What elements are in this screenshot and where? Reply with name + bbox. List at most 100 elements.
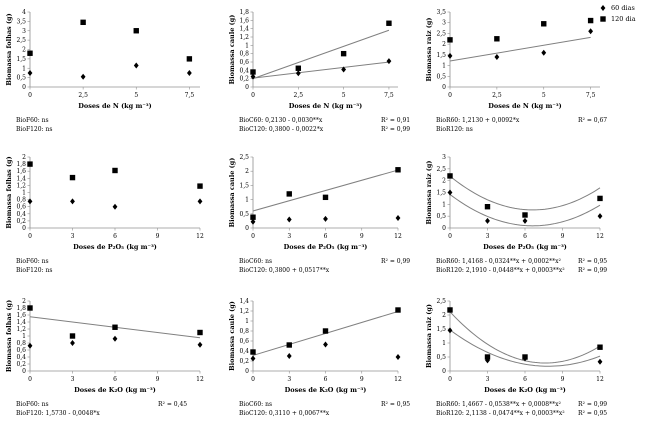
y-tick-label: 0,8 bbox=[16, 340, 26, 347]
y-tick-label: 3 bbox=[442, 154, 446, 161]
y-tick-label: 0,8 bbox=[239, 51, 249, 58]
y-tick-label: 2 bbox=[442, 41, 446, 48]
point-60-dias bbox=[112, 335, 118, 342]
point-60-dias bbox=[395, 215, 401, 222]
point-60-dias bbox=[286, 216, 292, 223]
y-tick-label: 3,5 bbox=[436, 9, 446, 16]
point-120-dia bbox=[286, 191, 292, 197]
y-tick-label: 1 bbox=[442, 201, 446, 208]
x-tick-label: 7,5 bbox=[185, 92, 195, 99]
y-tick-label: 0,4 bbox=[239, 348, 249, 355]
y-tick-label: 1,2 bbox=[16, 326, 26, 333]
x-tick-label: 0 bbox=[448, 92, 452, 99]
chart-panel-2: 00,20,40,60,811,21,41,61,80 2,5 5 7,5Doses … bbox=[228, 9, 410, 133]
x-tick-label: 3 bbox=[486, 233, 490, 240]
point-60-dias bbox=[186, 69, 192, 76]
point-120-dia bbox=[386, 20, 392, 26]
equation-1: BioC60: ns bbox=[239, 258, 272, 265]
r-squared-1: R² = 0,99 bbox=[578, 401, 607, 408]
y-tick-label: 1,8 bbox=[16, 305, 26, 312]
equation-1: BioF60: ns bbox=[16, 401, 49, 408]
y-tick-label: 0,6 bbox=[16, 204, 26, 211]
point-60-dias bbox=[485, 217, 490, 224]
point-120-dia bbox=[395, 167, 401, 173]
y-tick-label: 1 bbox=[22, 333, 26, 340]
y-tick-label: 1,6 bbox=[16, 312, 26, 319]
y-tick-label: 0 bbox=[22, 84, 26, 91]
r-squared-1: R² = 0,95 bbox=[381, 401, 410, 408]
equation-1: BioF60: ns bbox=[16, 117, 49, 124]
r-squared-2: R² = 0,95 bbox=[578, 410, 607, 417]
y-tick-label: 0,2 bbox=[16, 218, 26, 225]
point-120-dia bbox=[484, 354, 491, 360]
x-tick-label: 9 bbox=[561, 376, 565, 383]
x-tick-label: 12 bbox=[394, 376, 402, 383]
r-squared-1: R² = 0,45 bbox=[158, 401, 187, 408]
x-tick-label: 6 bbox=[113, 233, 117, 240]
point-60-dias bbox=[386, 58, 392, 65]
point-120-dia bbox=[27, 161, 33, 167]
y-tick-label: 1 bbox=[245, 197, 249, 204]
y-tick-label: 1,5 bbox=[436, 52, 446, 59]
point-120-dia bbox=[133, 28, 139, 34]
chart-panel-3: 0 0,5 1 1,5 2 2,5 3 3,5 0 2,5 5 7,5 Doses de N (kg m… bbox=[425, 9, 607, 133]
fit-line-2 bbox=[449, 175, 601, 211]
equation-2: BioR120: ns bbox=[436, 126, 473, 133]
y-axis-label: Biomassa raiz (g) bbox=[425, 161, 433, 225]
point-120-dia bbox=[286, 342, 292, 348]
x-tick-label: 2,5 bbox=[78, 92, 88, 99]
y-tick-label: 0,5 bbox=[436, 213, 446, 220]
point-120-dia bbox=[322, 194, 329, 201]
point-120-dia bbox=[522, 212, 528, 218]
point-120-dia bbox=[522, 354, 528, 360]
equation-1: BioF60: ns bbox=[16, 258, 49, 265]
x-tick-label: 6 bbox=[324, 233, 328, 240]
point-60-dias bbox=[112, 203, 118, 210]
equation-1: BioR60: 1,2130 + 0,0092*x bbox=[436, 117, 520, 124]
equation-1: BioR60: 1,4168 - 0,0324**x + 0,0002**x² bbox=[436, 258, 561, 265]
x-tick-label: 9 bbox=[360, 233, 364, 240]
y-tick-label: 0,6 bbox=[239, 59, 249, 66]
point-60-dias bbox=[27, 198, 33, 205]
y-tick-label: 3 bbox=[22, 28, 26, 35]
x-tick-label: 0 bbox=[28, 92, 32, 99]
y-tick-label: 0 bbox=[442, 368, 446, 375]
point-120-dia bbox=[250, 69, 256, 75]
y-tick-label: 0,4 bbox=[16, 354, 26, 361]
point-60-dias bbox=[323, 215, 328, 222]
y-tick-label: 1 bbox=[442, 340, 446, 347]
legend-marker-1 bbox=[600, 5, 606, 11]
x-tick-label: 12 bbox=[596, 376, 604, 383]
y-tick-label: 1,4 bbox=[16, 175, 26, 182]
point-120-dia bbox=[597, 195, 603, 202]
y-tick-label: 0,4 bbox=[239, 67, 249, 74]
y-tick-label: 0 bbox=[245, 368, 249, 375]
x-tick-label: 12 bbox=[596, 233, 604, 240]
panels: 0 0,5 1 1,5 2 2,5 3 3,5 4 0 2,5 5 7,5 Doses de N (kg … bbox=[5, 9, 607, 417]
fit-line-2 bbox=[252, 29, 390, 80]
x-axis-label: Doses de N (kg m⁻³) bbox=[78, 102, 151, 110]
x-tick-label: 2,5 bbox=[492, 92, 502, 99]
x-tick-label: 0 bbox=[28, 376, 32, 383]
equation-2: BioC120: 0,3800 + 0,0517**x bbox=[239, 267, 330, 274]
equation-2: BioF120: 1,5730 - 0,0048*x bbox=[16, 410, 100, 417]
equation-2: BioC120: 0,3110 + 0,0067**x bbox=[239, 410, 330, 417]
point-60-dias bbox=[597, 213, 603, 220]
x-tick-label: 6 bbox=[324, 376, 328, 383]
y-tick-label: 0 bbox=[245, 225, 249, 232]
point-60-dias bbox=[27, 342, 33, 349]
x-tick-label: 3 bbox=[287, 233, 291, 240]
r-squared-1: R² = 0,99 bbox=[381, 258, 410, 265]
y-axis-label: Biomassa caule (g) bbox=[228, 158, 236, 228]
y-tick-label: 1,6 bbox=[239, 17, 249, 24]
chart-panel-5: 0 0,5 1 1,5 2 2,5 0 3 6 9 12 Doses de P₂O₅ (kg m⁻³)… bbox=[228, 154, 410, 274]
x-tick-label: 2,5 bbox=[294, 92, 304, 99]
point-120-dia bbox=[541, 21, 547, 27]
x-tick-label: 7,5 bbox=[384, 92, 394, 99]
y-tick-label: 1,4 bbox=[239, 298, 249, 305]
y-tick-label: 3,5 bbox=[16, 18, 26, 25]
y-tick-label: 1,2 bbox=[16, 182, 26, 189]
point-120-dia bbox=[112, 324, 118, 330]
x-tick-label: 6 bbox=[113, 376, 117, 383]
x-axis-label: Doses de P₂O₅ (kg m⁻³) bbox=[284, 243, 368, 251]
